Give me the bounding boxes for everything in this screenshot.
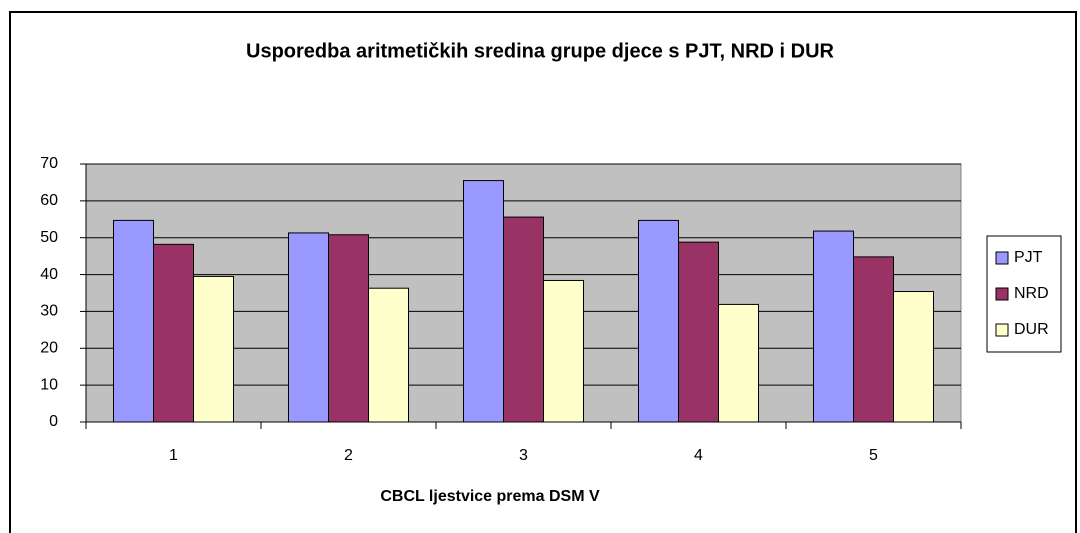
- x-tick-label: 4: [694, 447, 703, 464]
- bar: [853, 256, 894, 423]
- bar: [503, 216, 544, 423]
- bar: [678, 241, 719, 423]
- bar: [463, 180, 504, 423]
- bar: [543, 279, 584, 423]
- y-tick-label: 40: [40, 266, 58, 283]
- legend-label: DUR: [1014, 321, 1049, 338]
- y-tick-label: 20: [40, 340, 58, 357]
- chart-title: Usporedba aritmetičkih sredina grupe dje…: [246, 40, 834, 62]
- bar: [718, 303, 759, 423]
- legend-label: PJT: [1014, 249, 1043, 266]
- y-tick-label: 30: [40, 303, 58, 320]
- bar: [368, 287, 409, 423]
- bar: [153, 243, 194, 423]
- y-tick-label: 10: [40, 376, 58, 393]
- x-tick-label: 1: [169, 447, 178, 464]
- y-tick-label: 70: [40, 155, 58, 172]
- bar: [638, 219, 679, 423]
- y-tick-label: 0: [49, 413, 58, 430]
- legend-swatch: [995, 251, 1009, 265]
- bar: [288, 232, 329, 423]
- bar: [113, 219, 154, 423]
- y-tick-label: 60: [40, 192, 58, 209]
- x-axis-label: CBCL ljestvice prema DSM V: [380, 488, 600, 505]
- legend-swatch: [995, 287, 1009, 301]
- bar: [193, 275, 234, 423]
- x-tick-label: 2: [344, 447, 353, 464]
- bar: [813, 230, 854, 423]
- x-tick-label: 3: [519, 447, 528, 464]
- legend-label: NRD: [1014, 285, 1049, 302]
- bar: [893, 291, 934, 423]
- y-tick-label: 50: [40, 229, 58, 246]
- x-tick-label: 5: [869, 447, 878, 464]
- bar: [328, 234, 369, 423]
- legend-swatch: [995, 323, 1009, 337]
